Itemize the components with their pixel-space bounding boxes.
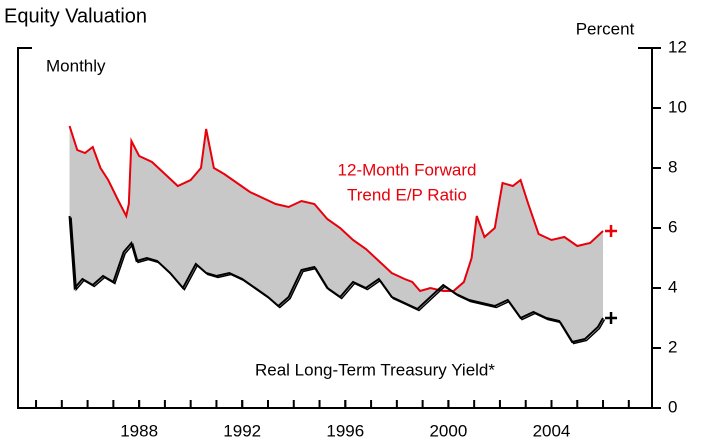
annotation: 12-Month Forward <box>338 160 477 179</box>
x-tick-label: 1988 <box>120 421 158 440</box>
frequency-label: Monthly <box>46 56 106 75</box>
plot-area <box>68 125 606 345</box>
x-tick-label: 2000 <box>429 421 467 440</box>
y-tick-label: 0 <box>668 397 677 416</box>
y-tick-label: 4 <box>668 277 677 296</box>
x-tick-label: 2004 <box>533 421 571 440</box>
y-axis-label: Percent <box>576 19 635 38</box>
band-fill <box>69 126 604 342</box>
y-tick-label: 6 <box>668 217 677 236</box>
x-tick-label: 1996 <box>326 421 364 440</box>
frame <box>17 47 653 409</box>
annotation: Real Long-Term Treasury Yield* <box>255 360 495 379</box>
x-tick-label: 1992 <box>223 421 261 440</box>
annotation: Trend E/P Ratio <box>347 185 467 204</box>
y-tick-label: 8 <box>668 157 677 176</box>
last-value-marker <box>605 225 618 237</box>
y-tick-label: 2 <box>668 337 677 356</box>
series-line <box>68 125 604 293</box>
y-tick-label: 12 <box>668 37 687 56</box>
y-tick-label: 10 <box>668 97 687 116</box>
chart-title: Equity Valuation <box>4 5 147 27</box>
last-value-marker <box>605 312 618 324</box>
series-line <box>68 215 604 344</box>
